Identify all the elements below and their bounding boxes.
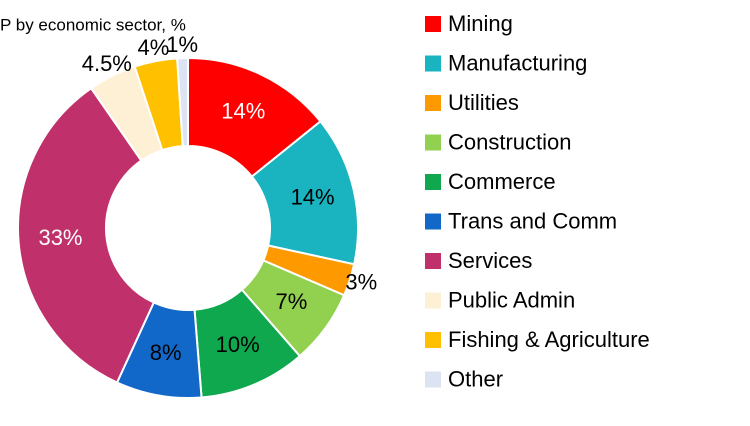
legend-label: Services (448, 248, 532, 273)
legend-swatch (425, 16, 441, 32)
data-label: 33% (38, 225, 82, 250)
legend-label: Fishing & Agriculture (448, 327, 650, 352)
data-label: 14% (291, 184, 335, 209)
legend-label: Commerce (448, 169, 556, 194)
data-label: 1% (166, 32, 198, 57)
legend-label: Manufacturing (448, 50, 587, 75)
data-label: 3% (345, 270, 377, 295)
legend-swatch (425, 174, 441, 190)
donut-slice (17, 86, 156, 384)
legend-swatch (425, 332, 441, 348)
legend-swatch (425, 95, 441, 111)
legend-swatch (425, 213, 441, 230)
data-label: 7% (276, 289, 308, 314)
legend-swatch (425, 253, 441, 269)
data-label: 8% (150, 340, 182, 365)
legend-swatch (425, 55, 441, 72)
donut-slice (176, 56, 189, 148)
legend-swatch (425, 134, 441, 151)
legend-label: Trans and Comm (448, 208, 617, 233)
legend-label: Mining (448, 11, 513, 36)
chart-title: P by economic sector, % (0, 15, 186, 34)
data-label: 4.5% (82, 51, 132, 76)
legend-label: Utilities (448, 90, 519, 115)
legend-swatch (425, 371, 441, 388)
data-label: 4% (137, 35, 169, 60)
data-label: 14% (221, 98, 265, 123)
legend-label: Construction (448, 129, 572, 154)
legend-swatch (425, 292, 441, 309)
data-label: 10% (216, 332, 260, 357)
legend-label: Other (448, 366, 503, 391)
legend-label: Public Admin (448, 287, 575, 312)
